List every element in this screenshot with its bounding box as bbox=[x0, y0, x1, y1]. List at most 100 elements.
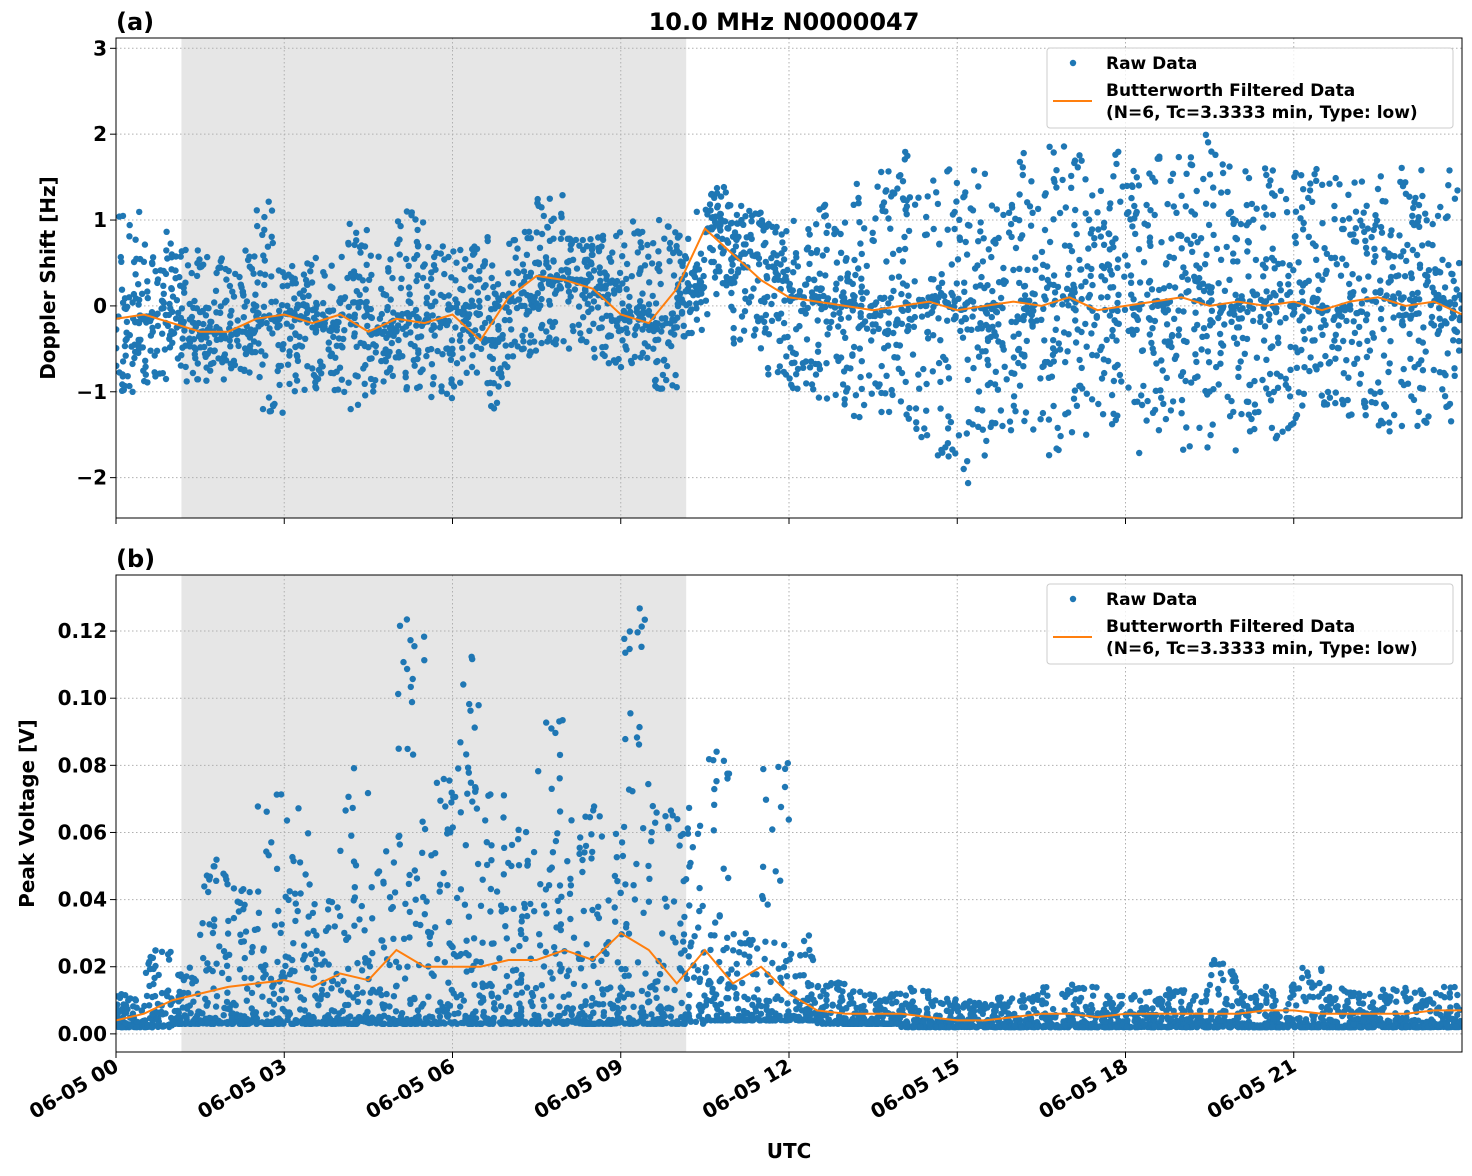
raw-data-point bbox=[266, 998, 272, 1004]
raw-data-point bbox=[741, 328, 747, 334]
raw-data-point bbox=[748, 294, 754, 300]
raw-data-point bbox=[285, 362, 291, 368]
raw-data-point bbox=[270, 403, 276, 409]
raw-data-point bbox=[548, 218, 554, 224]
raw-data-point bbox=[970, 299, 976, 305]
raw-data-point bbox=[624, 261, 630, 267]
raw-data-point bbox=[620, 1005, 626, 1011]
raw-data-point bbox=[557, 775, 563, 781]
raw-data-point bbox=[242, 303, 248, 309]
raw-data-point bbox=[319, 950, 325, 956]
raw-data-point bbox=[1214, 246, 1220, 252]
raw-data-point bbox=[558, 285, 564, 291]
raw-data-point bbox=[906, 405, 912, 411]
raw-data-point bbox=[1435, 213, 1441, 219]
raw-data-point bbox=[1266, 182, 1272, 188]
raw-data-point bbox=[1254, 291, 1260, 297]
raw-data-point bbox=[256, 910, 262, 916]
raw-data-point bbox=[516, 943, 522, 949]
raw-data-point bbox=[268, 273, 274, 279]
raw-data-point bbox=[480, 997, 486, 1003]
raw-data-point bbox=[428, 394, 434, 400]
raw-data-point bbox=[385, 1015, 391, 1021]
raw-data-point bbox=[820, 293, 826, 299]
raw-data-point bbox=[672, 939, 678, 945]
raw-data-point bbox=[1387, 360, 1393, 366]
raw-data-point bbox=[1050, 337, 1056, 343]
raw-data-point bbox=[338, 1020, 344, 1026]
raw-data-point bbox=[292, 388, 298, 394]
raw-data-point bbox=[1091, 322, 1097, 328]
raw-data-point bbox=[1254, 206, 1260, 212]
raw-data-point bbox=[1268, 397, 1274, 403]
raw-data-point bbox=[1114, 265, 1120, 271]
raw-data-point bbox=[305, 293, 311, 299]
raw-data-point bbox=[189, 270, 195, 276]
raw-data-point bbox=[738, 203, 744, 209]
raw-data-point bbox=[1234, 341, 1240, 347]
raw-data-point bbox=[231, 915, 237, 921]
raw-data-point bbox=[492, 301, 498, 307]
raw-data-point bbox=[931, 226, 937, 232]
raw-data-point bbox=[444, 391, 450, 397]
raw-data-point bbox=[961, 466, 967, 472]
raw-data-point bbox=[721, 866, 727, 872]
raw-data-point bbox=[1456, 260, 1462, 266]
raw-data-point bbox=[474, 805, 480, 811]
raw-data-point bbox=[237, 366, 243, 372]
raw-data-point bbox=[554, 830, 560, 836]
raw-data-point bbox=[379, 311, 385, 317]
raw-data-point bbox=[567, 916, 573, 922]
raw-data-point bbox=[535, 290, 541, 296]
raw-data-point bbox=[271, 317, 277, 323]
raw-data-point bbox=[160, 268, 166, 274]
raw-data-point bbox=[878, 409, 884, 415]
raw-data-point bbox=[822, 272, 828, 278]
raw-data-point bbox=[1055, 284, 1061, 290]
raw-data-point bbox=[1239, 293, 1245, 299]
raw-data-point bbox=[368, 314, 374, 320]
raw-data-point bbox=[1406, 194, 1412, 200]
raw-data-point bbox=[1443, 320, 1449, 326]
raw-data-point bbox=[1183, 424, 1189, 430]
raw-data-point bbox=[175, 972, 181, 978]
raw-data-point bbox=[243, 928, 249, 934]
raw-data-point bbox=[1220, 161, 1226, 167]
raw-data-point bbox=[729, 262, 735, 268]
raw-data-point bbox=[1300, 186, 1306, 192]
raw-data-point bbox=[994, 206, 1000, 212]
raw-data-point bbox=[662, 896, 668, 902]
raw-data-point bbox=[475, 702, 481, 708]
raw-data-point bbox=[690, 844, 696, 850]
raw-data-point bbox=[1203, 252, 1209, 258]
raw-data-point bbox=[1283, 382, 1289, 388]
raw-data-point bbox=[1118, 378, 1124, 384]
raw-data-point bbox=[508, 863, 514, 869]
raw-data-point bbox=[908, 317, 914, 323]
raw-data-point bbox=[1168, 344, 1174, 350]
raw-data-point bbox=[388, 906, 394, 912]
raw-data-point bbox=[697, 823, 703, 829]
raw-data-point bbox=[632, 896, 638, 902]
raw-data-point bbox=[1042, 227, 1048, 233]
raw-data-point bbox=[674, 295, 680, 301]
raw-data-point bbox=[1000, 212, 1006, 218]
raw-data-point bbox=[1062, 411, 1068, 417]
raw-data-point bbox=[701, 257, 707, 263]
raw-data-point bbox=[731, 325, 737, 331]
raw-data-point bbox=[1056, 340, 1062, 346]
raw-data-point bbox=[152, 352, 158, 358]
raw-data-point bbox=[591, 346, 597, 352]
y-tick-label: 0.08 bbox=[58, 753, 107, 777]
raw-data-point bbox=[458, 992, 464, 998]
raw-data-point bbox=[537, 881, 543, 887]
raw-data-point bbox=[1063, 204, 1069, 210]
raw-data-point bbox=[422, 911, 428, 917]
raw-data-point bbox=[638, 354, 644, 360]
raw-data-point bbox=[1089, 282, 1095, 288]
raw-data-point bbox=[718, 976, 724, 982]
raw-data-point bbox=[775, 369, 781, 375]
raw-data-point bbox=[273, 298, 279, 304]
raw-data-point bbox=[752, 326, 758, 332]
raw-data-point bbox=[1111, 378, 1117, 384]
